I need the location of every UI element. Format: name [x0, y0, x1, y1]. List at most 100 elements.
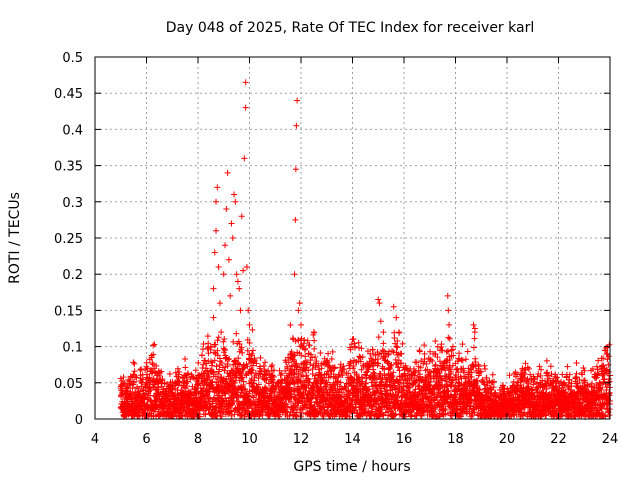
data-point [331, 364, 338, 371]
data-point [573, 370, 580, 377]
data-point [311, 337, 318, 344]
y-tick-label: 0.5 [62, 51, 83, 66]
data-point [179, 412, 186, 419]
data-point [238, 344, 245, 351]
data-point [283, 400, 290, 407]
data-point [301, 336, 308, 343]
data-point [198, 401, 205, 408]
data-point [215, 263, 222, 270]
data-point [220, 338, 227, 345]
data-point [464, 348, 471, 355]
x-tick-label: 12 [293, 432, 310, 447]
data-point [233, 271, 240, 278]
data-point [208, 362, 215, 369]
data-point [298, 321, 304, 328]
data-point [224, 363, 231, 370]
data-point [355, 339, 362, 346]
grid-lines [95, 57, 610, 419]
data-point [176, 378, 183, 385]
data-point [223, 206, 230, 213]
data-point [375, 296, 382, 303]
x-tick-label: 6 [142, 432, 150, 447]
data-point [144, 365, 151, 372]
data-point [132, 373, 139, 380]
data-point [605, 376, 612, 383]
y-tick-label: 0.15 [54, 304, 83, 319]
data-point [543, 357, 550, 364]
data-point [227, 292, 234, 299]
data-point [481, 362, 488, 369]
data-point [234, 278, 241, 285]
data-point [471, 335, 478, 342]
data-point [146, 356, 153, 363]
data-point [326, 363, 333, 370]
data-point [302, 358, 309, 365]
data-point [213, 227, 220, 234]
data-point [241, 155, 248, 162]
data-point [233, 330, 240, 337]
data-point [262, 359, 269, 366]
data-point [287, 322, 294, 328]
data-point [288, 348, 295, 355]
data-point [606, 412, 613, 419]
data-point [317, 350, 324, 357]
data-point [165, 391, 172, 398]
data-point [153, 362, 160, 369]
data-point [304, 337, 311, 344]
data-point [230, 338, 237, 345]
data-point [281, 376, 288, 383]
data-point [231, 191, 238, 198]
data-point [205, 395, 212, 402]
data-point [491, 378, 498, 385]
data-point [246, 321, 253, 328]
data-point [291, 271, 298, 278]
data-point [130, 381, 137, 388]
data-point [289, 335, 296, 342]
data-point [199, 352, 206, 359]
data-point [200, 361, 207, 368]
data-point [249, 367, 256, 374]
data-point [229, 235, 236, 241]
data-point [149, 360, 156, 367]
data-point [235, 398, 242, 405]
data-point [211, 357, 218, 364]
data-point [189, 373, 196, 380]
data-point [284, 365, 291, 372]
y-tick-label: 0.45 [54, 87, 83, 102]
data-point [121, 380, 128, 387]
y-tick-label: 0.1 [62, 341, 83, 356]
data-point [203, 360, 210, 367]
y-tick-label: 0.25 [54, 232, 83, 247]
data-point [444, 348, 451, 355]
data-point [377, 318, 384, 325]
data-point [350, 336, 357, 343]
data-point [221, 336, 228, 343]
data-point [250, 347, 257, 354]
data-point [182, 355, 189, 362]
data-point [200, 340, 207, 347]
data-point [310, 387, 317, 394]
y-tick-label: 0.05 [54, 377, 83, 392]
y-axis-label: ROTI / TECUs [7, 192, 23, 284]
data-point [271, 373, 278, 380]
y-tick-label: 0.4 [62, 123, 83, 138]
data-point [240, 378, 247, 385]
data-point [226, 355, 233, 362]
data-point [117, 375, 124, 382]
data-point [246, 388, 253, 395]
y-tick-label: 0 [75, 413, 83, 428]
data-point [212, 412, 219, 419]
data-point [380, 340, 387, 347]
data-point [133, 374, 140, 381]
data-point [144, 371, 151, 378]
data-point [215, 334, 222, 341]
data-point [218, 329, 225, 336]
data-point [375, 334, 382, 341]
data-point [284, 403, 291, 410]
data-point [283, 408, 290, 415]
data-point [292, 166, 299, 173]
data-point [309, 366, 316, 373]
data-point [306, 342, 313, 349]
data-point [300, 373, 307, 380]
data-point [544, 369, 551, 376]
